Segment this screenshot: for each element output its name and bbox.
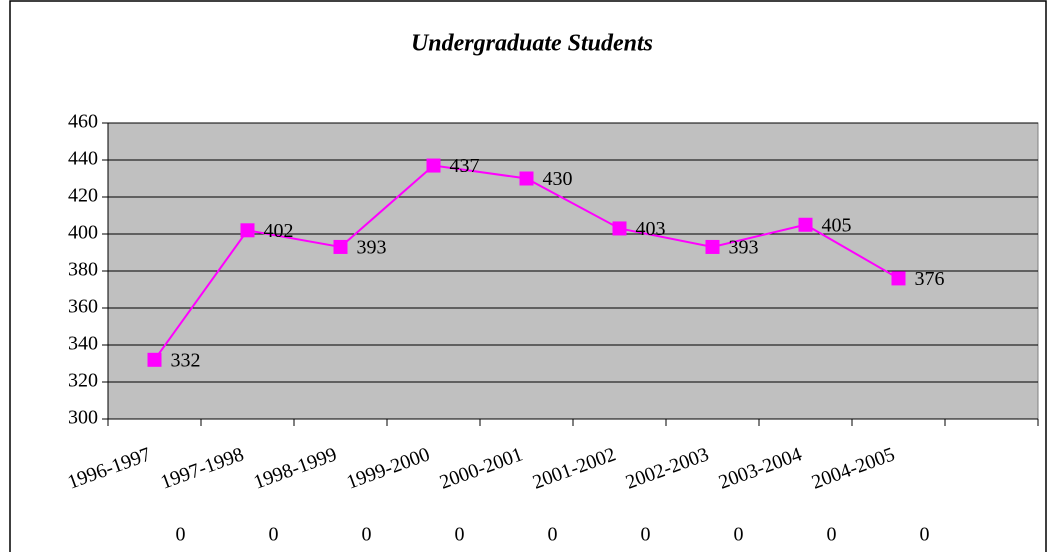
point-marker: [240, 223, 255, 238]
row-label: 0: [734, 524, 744, 546]
y-tick-label: 420: [68, 185, 98, 207]
row-label: 0: [548, 524, 558, 546]
y-tick-label: 340: [68, 333, 98, 355]
data-label: 430: [543, 168, 573, 190]
data-label: 393: [729, 237, 759, 259]
data-label: 402: [264, 220, 294, 242]
point-marker: [891, 271, 906, 286]
row-label: 0: [827, 524, 837, 546]
row-label: 0: [455, 524, 465, 546]
y-tick-label: 380: [68, 259, 98, 281]
data-label: 393: [357, 237, 387, 259]
y-tick-label: 460: [68, 111, 98, 133]
y-tick-label: 360: [68, 296, 98, 318]
data-label: 405: [822, 214, 852, 236]
point-marker: [333, 239, 348, 254]
data-label: 437: [450, 155, 480, 177]
y-tick-label: 300: [68, 407, 98, 429]
y-tick-label: 320: [68, 370, 98, 392]
row-label: 0: [362, 524, 372, 546]
y-tick-label: 400: [68, 222, 98, 244]
point-marker: [147, 352, 162, 367]
row-label: 0: [176, 524, 186, 546]
point-marker: [612, 221, 627, 236]
point-marker: [798, 217, 813, 232]
data-label: 376: [915, 268, 945, 290]
row-label: 0: [641, 524, 651, 546]
row-label: 0: [269, 524, 279, 546]
point-marker: [519, 171, 534, 186]
chart-title: Undergraduate Students: [411, 31, 653, 57]
y-tick-label: 440: [68, 148, 98, 170]
point-marker: [426, 158, 441, 173]
data-label: 332: [171, 349, 201, 371]
data-label: 403: [636, 218, 666, 240]
point-marker: [705, 239, 720, 254]
row-label: 0: [920, 524, 930, 546]
